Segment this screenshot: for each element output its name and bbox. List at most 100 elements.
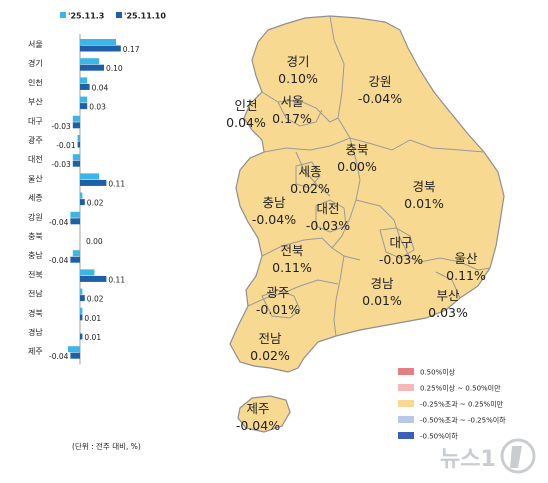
bar-curr [80, 83, 90, 90]
data-label: 0.00 [86, 237, 103, 246]
region-chungnam-value: -0.04% [252, 212, 296, 227]
region-jeonnam-name: 전남 [258, 331, 282, 346]
legend-label: -0.25%초과 ~ 0.25%미만 [420, 400, 504, 409]
region-jeonnam-value: 0.02% [250, 348, 290, 363]
category-label: 서울 [28, 40, 43, 49]
series-legend-swatch [116, 12, 122, 18]
region-ulsan-value: 0.11% [446, 268, 486, 283]
region-gangwon: 강원 -0.04% [358, 74, 402, 106]
data-label: 0.11 [108, 275, 125, 284]
legend-label: 0.25%이상 ~ 0.50%미만 [420, 384, 501, 393]
data-label: 0.04 [92, 83, 109, 92]
data-label: 0.01 [84, 333, 101, 342]
series-legend-label: '25.11.3 [68, 12, 104, 21]
category-label: 충북 [28, 232, 43, 241]
bar-prev [80, 269, 95, 276]
bar-curr [80, 64, 104, 71]
bar-curr [70, 352, 80, 359]
bar-prev [80, 96, 88, 103]
region-incheon-value: 0.04% [226, 115, 266, 130]
data-label: -0.03 [51, 160, 71, 169]
data-label: 0.02 [87, 199, 104, 208]
category-label: 충남 [28, 251, 43, 260]
data-label: -0.04 [49, 218, 69, 227]
bar-prev [72, 250, 80, 257]
region-gyeongbuk: 경북 0.01% [404, 179, 444, 211]
region-jeju-name: 제주 [246, 401, 269, 416]
bar-prev [70, 211, 80, 218]
region-chungbuk: 충북 0.00% [337, 142, 377, 174]
region-chungnam-name: 충남 [262, 195, 286, 210]
region-seoul-value: 0.17% [272, 111, 312, 126]
region-jeonnam: 전남 0.02% [250, 331, 290, 363]
region-chungbuk-value: 0.00% [337, 159, 377, 174]
region-incheon: 인천 0.04% [226, 98, 266, 130]
data-label: -0.04 [49, 256, 69, 265]
category-label: 강원 [28, 212, 43, 222]
map-jeju [237, 395, 291, 433]
region-jeonbuk: 전북 0.11% [272, 243, 312, 275]
region-jeonbuk-value: 0.11% [272, 260, 312, 275]
category-label: 전남 [28, 289, 43, 299]
region-jeonbuk-name: 전북 [280, 243, 303, 258]
region-chungbuk-name: 충북 [345, 142, 368, 157]
region-busan: 부산 0.03% [428, 288, 468, 320]
bar-prev [80, 58, 100, 65]
legend-swatch [398, 432, 414, 439]
region-jeju-value: -0.04% [236, 418, 280, 433]
data-label: -0.01 [56, 141, 76, 150]
legend-swatch [398, 400, 414, 407]
bar-prev [72, 154, 80, 161]
data-label: 0.17 [123, 45, 140, 54]
region-seoul: 서울 0.17% [272, 94, 312, 126]
region-incheon-name: 인천 [234, 98, 257, 113]
bar-prev [72, 115, 80, 122]
region-gyeongbuk-value: 0.01% [404, 196, 444, 211]
category-label: 인천 [28, 77, 43, 87]
bar-prev [80, 77, 88, 84]
data-label: 0.02 [87, 295, 104, 304]
legend-label: -0.50%이하 [420, 432, 458, 441]
bar-prev [68, 346, 80, 353]
region-daejeon-value: -0.03% [306, 218, 350, 233]
region-busan-value: 0.03% [428, 305, 468, 320]
region-ulsan-name: 울산 [454, 251, 478, 266]
bar-curr [80, 333, 83, 340]
region-gyeonggi-value: 0.10% [278, 71, 318, 86]
bar-prev [80, 173, 100, 180]
category-label: 경남 [28, 327, 43, 337]
bar-prev [80, 288, 83, 295]
data-label: 0.03 [89, 103, 106, 112]
region-sejong: 세종 0.02% [290, 164, 330, 196]
series-legend-swatch [60, 12, 66, 18]
region-daejeon-name: 대전 [316, 201, 339, 216]
region-gwangju-value: -0.01% [256, 302, 300, 317]
legend-label: 0.50%이상 [420, 368, 456, 377]
bar-curr [80, 103, 88, 110]
category-label: 제주 [28, 347, 43, 356]
region-gyeongnam-name: 경남 [370, 276, 394, 291]
region-sejong-value: 0.02% [290, 181, 330, 196]
region-gangwon-name: 강원 [368, 74, 391, 89]
bar-prev [80, 192, 83, 199]
category-label: 울산 [28, 173, 43, 183]
region-daegu-name: 대구 [389, 235, 412, 250]
data-label: 0.11 [108, 179, 125, 188]
category-label: 경북 [28, 308, 43, 318]
category-label: 대전 [28, 154, 43, 164]
bar-curr [70, 218, 80, 225]
region-gyeongbuk-name: 경북 [412, 179, 435, 194]
region-daegu: 대구 -0.03% [379, 235, 423, 267]
bar-curr [80, 314, 83, 321]
bar-prev [80, 307, 83, 314]
bar-curr [77, 141, 80, 148]
map-borders [247, 15, 491, 337]
category-label: 경기 [28, 58, 43, 68]
region-daejeon: 대전 -0.03% [306, 201, 350, 233]
bar-curr [72, 160, 80, 167]
region-jeju: 제주 -0.04% [236, 401, 280, 433]
category-label: 부산 [28, 97, 43, 107]
data-label: -0.03 [51, 122, 71, 131]
